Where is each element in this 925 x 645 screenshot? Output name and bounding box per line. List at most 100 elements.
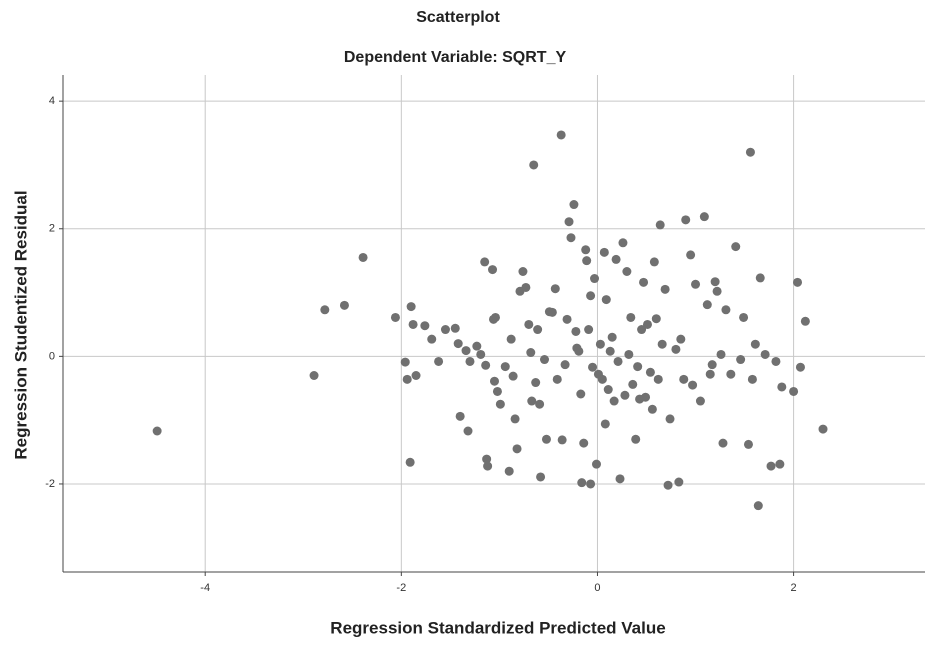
point <box>681 215 691 225</box>
point <box>533 325 543 335</box>
point <box>691 279 701 289</box>
point <box>718 438 728 448</box>
x-tick-label: 2 <box>791 582 797 594</box>
point <box>483 461 493 471</box>
point <box>731 242 741 252</box>
point <box>405 457 415 467</box>
point <box>679 374 689 384</box>
point <box>607 332 617 342</box>
point <box>529 160 539 170</box>
point <box>674 477 684 487</box>
point <box>707 360 717 370</box>
point <box>613 356 623 366</box>
point <box>586 479 596 489</box>
point <box>550 284 560 294</box>
point <box>777 382 787 392</box>
point <box>655 220 665 230</box>
point <box>526 348 536 358</box>
point <box>716 349 726 359</box>
point <box>577 478 587 488</box>
point <box>818 424 828 434</box>
point <box>660 284 670 294</box>
point <box>556 130 566 140</box>
point <box>642 319 652 329</box>
point <box>552 374 562 384</box>
point <box>795 362 805 372</box>
point <box>541 434 551 444</box>
point <box>566 233 576 243</box>
point <box>495 399 505 409</box>
chart-subtitle: Dependent Variable: SQRT_Y <box>344 49 567 66</box>
point <box>665 414 675 424</box>
point <box>789 386 799 396</box>
point <box>755 273 765 283</box>
point <box>152 426 162 436</box>
point <box>775 459 785 469</box>
point <box>599 247 609 257</box>
point <box>611 254 621 264</box>
point <box>639 277 649 287</box>
point <box>620 390 630 400</box>
point <box>420 321 430 331</box>
y-tick-label: 4 <box>49 95 55 107</box>
point <box>721 305 731 315</box>
point <box>653 374 663 384</box>
point <box>562 314 572 324</box>
point <box>628 379 638 389</box>
point <box>651 314 661 324</box>
point <box>579 438 589 448</box>
point <box>489 376 499 386</box>
point <box>434 356 444 366</box>
point <box>582 256 592 266</box>
x-axis-label: Regression Standardized Predicted Value <box>330 618 665 637</box>
point <box>402 374 412 384</box>
point <box>557 435 567 445</box>
point <box>521 282 531 292</box>
y-tick-label: -2 <box>45 478 55 490</box>
point <box>508 371 518 381</box>
point <box>524 319 534 329</box>
point <box>472 341 482 351</box>
point <box>518 267 528 277</box>
point <box>601 295 611 305</box>
point <box>535 399 545 409</box>
point <box>800 316 810 326</box>
point <box>536 472 546 482</box>
point <box>390 312 400 322</box>
point <box>647 404 657 414</box>
point <box>440 325 450 335</box>
point <box>453 339 463 349</box>
point <box>450 323 460 333</box>
point <box>590 274 600 284</box>
point <box>358 252 368 262</box>
point <box>309 370 319 380</box>
chart-title: Scatterplot <box>416 9 500 26</box>
point <box>481 360 491 370</box>
point <box>510 414 520 424</box>
point <box>488 265 498 275</box>
point <box>710 277 720 287</box>
point <box>406 302 416 312</box>
point <box>564 217 574 227</box>
point <box>695 396 705 406</box>
point <box>492 386 502 396</box>
point <box>506 334 516 344</box>
point <box>705 369 715 379</box>
point <box>512 444 522 454</box>
point <box>482 454 492 464</box>
point <box>569 200 579 210</box>
point <box>504 466 514 476</box>
point <box>588 362 598 372</box>
point <box>461 346 471 356</box>
point <box>766 461 776 471</box>
point <box>712 286 722 296</box>
point <box>609 396 619 406</box>
y-tick-label: 2 <box>49 223 55 235</box>
point <box>626 312 636 322</box>
x-tick-label: 0 <box>594 582 600 594</box>
point <box>427 334 437 344</box>
point <box>560 360 570 370</box>
point <box>793 277 803 287</box>
point <box>645 367 655 377</box>
